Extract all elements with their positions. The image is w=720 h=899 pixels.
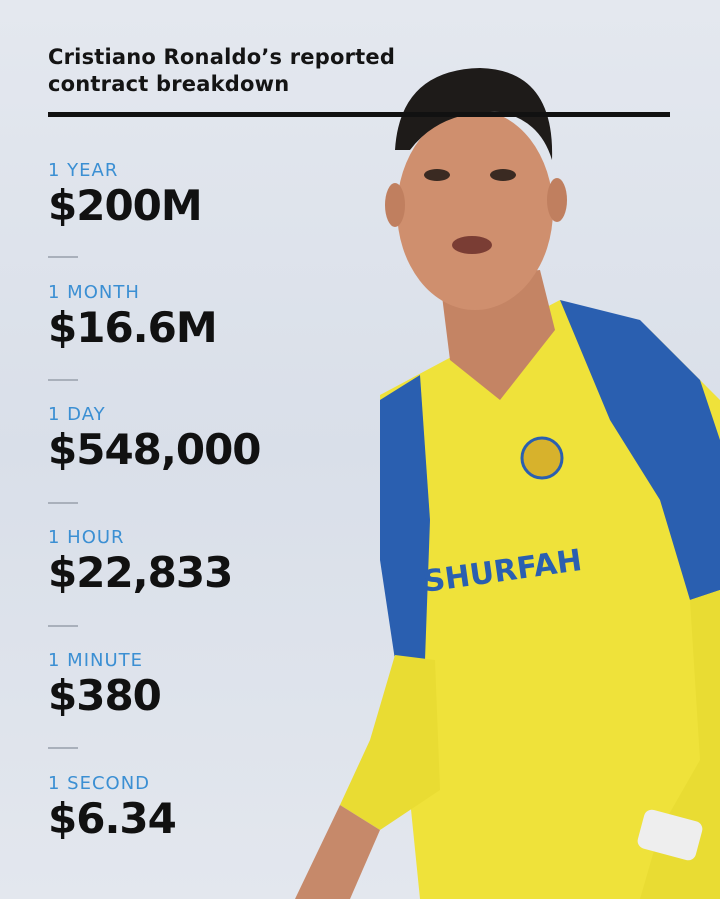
stat-minute: 1 MINUTE $380 (48, 650, 162, 720)
divider (48, 256, 78, 258)
stat-hour: 1 HOUR $22,833 (48, 527, 233, 597)
left-sleeve (380, 375, 430, 660)
stat-label: 1 MINUTE (48, 650, 144, 671)
stat-label: 1 DAY (48, 404, 106, 425)
stat-second: 1 SECOND $6.34 (48, 773, 177, 843)
stat-day: 1 DAY $548,000 (48, 404, 262, 474)
stat-value: $16.6M (48, 303, 218, 352)
divider (48, 502, 78, 504)
stat-value: $380 (48, 671, 162, 720)
stat-value: $22,833 (48, 548, 233, 597)
head (397, 110, 553, 310)
stat-month: 1 MONTH $16.6M (48, 282, 218, 352)
title-line-2: contract breakdown (48, 72, 290, 96)
divider (48, 625, 78, 627)
divider (48, 747, 78, 749)
divider (48, 379, 78, 381)
hair (395, 68, 553, 160)
stat-label: 1 SECOND (48, 773, 151, 794)
stat-label: 1 HOUR (48, 527, 125, 548)
page-title: Cristiano Ronaldo’s reported contract br… (48, 44, 395, 98)
stat-value: $200M (48, 181, 203, 230)
right-sleeve (560, 300, 720, 600)
left-arm (340, 655, 440, 830)
title-line-1: Cristiano Ronaldo’s reported (48, 45, 396, 69)
stat-value: $6.34 (48, 794, 177, 843)
club-crest (520, 436, 564, 480)
title-rule (48, 112, 670, 117)
stat-value: $548,000 (48, 425, 262, 474)
stat-label: 1 YEAR (48, 160, 119, 181)
stat-label: 1 MONTH (48, 282, 140, 303)
stat-year: 1 YEAR $200M (48, 160, 203, 230)
